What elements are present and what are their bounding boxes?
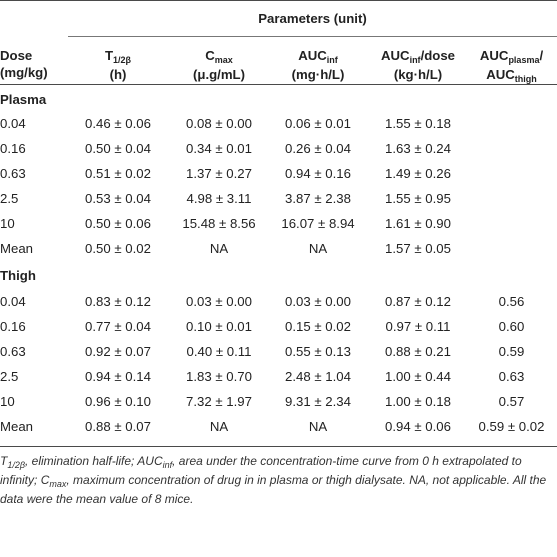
- dose-cell: 0.04: [0, 294, 26, 309]
- cmax-cell: 15.48 ± 8.56: [182, 216, 256, 231]
- t-half-cell: 0.46 ± 0.06: [85, 116, 151, 131]
- auc-cell: 2.48 ± 1.04: [285, 369, 351, 384]
- section-label-plasma: Plasma: [0, 92, 47, 107]
- section-label-thigh: Thigh: [0, 268, 36, 283]
- group-header-rule: [68, 36, 557, 37]
- cmax-cell: 0.10 ± 0.01: [186, 319, 252, 334]
- auc-dose-cell: 0.87 ± 0.12: [385, 294, 451, 309]
- ratio-cell: 0.57: [498, 394, 525, 409]
- t-half-cell: 0.51 ± 0.02: [85, 166, 151, 181]
- t-half-cell: 0.92 ± 0.07: [85, 344, 151, 359]
- t-half-cell: 0.50 ± 0.04: [85, 141, 151, 156]
- auc-cell: 0.15 ± 0.02: [285, 319, 351, 334]
- t-half-cell: 0.50 ± 0.02: [85, 241, 151, 256]
- cmax-cell: NA: [209, 419, 229, 434]
- auc-cell: 0.55 ± 0.13: [285, 344, 351, 359]
- dose-cell: 0.63: [0, 166, 26, 181]
- auc-cell: 3.87 ± 2.38: [285, 191, 351, 206]
- auc-cell: 16.07 ± 8.94: [281, 216, 355, 231]
- ratio-cell: 0.59: [498, 344, 525, 359]
- col-header-auc-inf: AUCinf (mg·h/L): [291, 48, 345, 82]
- cmax-cell: 0.03 ± 0.00: [186, 294, 252, 309]
- auc-dose-cell: 1.00 ± 0.44: [385, 369, 451, 384]
- auc-dose-cell: 1.57 ± 0.05: [385, 241, 451, 256]
- col-header-t-half: T1/2β (h): [104, 48, 132, 82]
- dose-cell: 0.16: [0, 141, 26, 156]
- col-header-dose: Dose (mg/kg): [0, 48, 48, 80]
- auc-dose-cell: 1.49 ± 0.26: [385, 166, 451, 181]
- ratio-cell: 0.60: [498, 319, 525, 334]
- t-half-cell: 0.94 ± 0.14: [85, 369, 151, 384]
- auc-dose-cell: 1.63 ± 0.24: [385, 141, 451, 156]
- dose-cell: 10: [0, 216, 15, 231]
- dose-cell: Mean: [0, 419, 33, 434]
- t-half-cell: 0.50 ± 0.06: [85, 216, 151, 231]
- dose-cell: 2.5: [0, 369, 19, 384]
- table-bottom-rule: [0, 446, 557, 447]
- cmax-cell: 1.83 ± 0.70: [186, 369, 252, 384]
- t-half-cell: 0.77 ± 0.04: [85, 319, 151, 334]
- auc-dose-cell: 0.97 ± 0.11: [385, 319, 451, 334]
- auc-dose-cell: 0.94 ± 0.06: [385, 419, 451, 434]
- cmax-cell: 4.98 ± 3.11: [186, 191, 252, 206]
- cmax-cell: 0.08 ± 0.00: [186, 116, 252, 131]
- auc-cell: 0.26 ± 0.04: [285, 141, 351, 156]
- dose-cell: 0.04: [0, 116, 26, 131]
- top-rule: [0, 0, 557, 1]
- header-bottom-rule: [0, 84, 557, 85]
- ratio-cell: 0.63: [498, 369, 525, 384]
- t-half-cell: 0.83 ± 0.12: [85, 294, 151, 309]
- cmax-cell: 1.37 ± 0.27: [186, 166, 252, 181]
- ratio-cell: 0.59 ± 0.02: [478, 419, 545, 434]
- t-half-cell: 0.88 ± 0.07: [85, 419, 151, 434]
- auc-cell: 0.06 ± 0.01: [285, 116, 351, 131]
- auc-dose-cell: 1.55 ± 0.18: [385, 116, 451, 131]
- cmax-cell: NA: [209, 241, 229, 256]
- cmax-cell: 7.32 ± 1.97: [186, 394, 252, 409]
- parameters-group-header: Parameters (unit): [258, 11, 367, 26]
- cmax-cell: 0.34 ± 0.01: [186, 141, 252, 156]
- auc-dose-cell: 0.88 ± 0.21: [385, 344, 451, 359]
- auc-dose-cell: 1.55 ± 0.95: [385, 191, 451, 206]
- auc-cell: 0.03 ± 0.00: [285, 294, 351, 309]
- col-header-cmax: Cmax (μ.g/mL): [192, 48, 246, 82]
- auc-cell: 0.94 ± 0.16: [285, 166, 351, 181]
- dose-cell: 2.5: [0, 191, 19, 206]
- auc-cell: NA: [308, 241, 328, 256]
- t-half-cell: 0.53 ± 0.04: [85, 191, 151, 206]
- dose-cell: 0.16: [0, 319, 26, 334]
- t-half-cell: 0.96 ± 0.10: [85, 394, 151, 409]
- dose-cell: 0.63: [0, 344, 26, 359]
- dose-cell: Mean: [0, 241, 33, 256]
- dose-cell: 10: [0, 394, 15, 409]
- col-header-auc-ratio: AUCplasma/ AUCthigh: [479, 48, 544, 84]
- col-header-auc-per-dose: AUCinf/dose (kg·h/L): [380, 48, 456, 82]
- auc-cell: NA: [308, 419, 328, 434]
- auc-cell: 9.31 ± 2.34: [285, 394, 351, 409]
- auc-dose-cell: 1.61 ± 0.90: [385, 216, 451, 231]
- auc-dose-cell: 1.00 ± 0.18: [385, 394, 451, 409]
- ratio-cell: 0.56: [498, 294, 525, 309]
- cmax-cell: 0.40 ± 0.11: [186, 344, 252, 359]
- table-footnote: T1/2β, elimination half-life; AUCinf, ar…: [0, 454, 547, 506]
